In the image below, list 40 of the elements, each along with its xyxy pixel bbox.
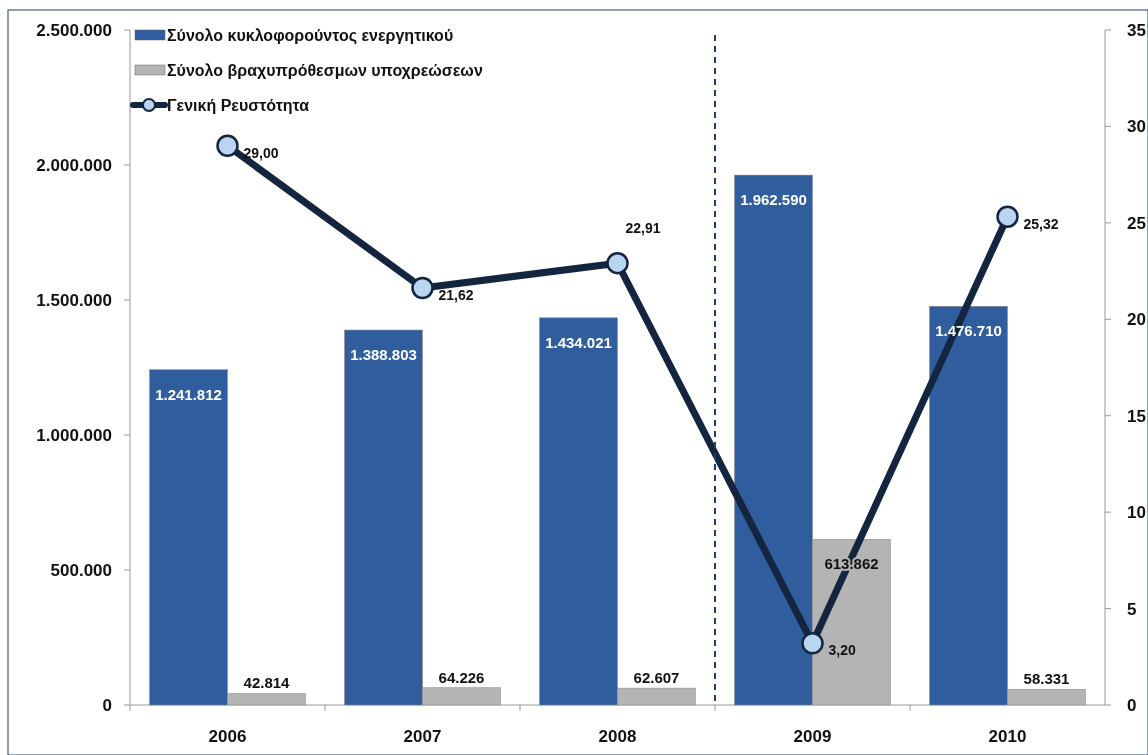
- data-label: 3,20: [828, 642, 856, 659]
- point: [216, 134, 239, 157]
- y2-tick-label: 10: [1127, 503, 1146, 523]
- y2-tick-label: 15: [1127, 406, 1146, 426]
- y-tick-label: 500.000: [50, 561, 112, 580]
- data-label: 25,32: [1023, 215, 1059, 232]
- point: [801, 632, 824, 655]
- data-label: 58.331: [1023, 670, 1070, 688]
- data-label: 1.962.590: [740, 191, 807, 209]
- data-label: 64.226: [438, 668, 485, 686]
- y-tick-label: 0: [102, 696, 112, 715]
- y2-tick-label: 30: [1127, 117, 1146, 137]
- data-label: 1.434.021: [545, 333, 612, 351]
- data-label: 1.476.710: [935, 322, 1002, 340]
- y-tick-label: 2.000.000: [36, 156, 112, 175]
- legend-label: Γενική Ρευστότητα: [167, 97, 310, 114]
- legend-label: Σύνολο κυκλοφορούντος ενεργητικού: [167, 27, 454, 45]
- y-tick-label: 2.500.000: [36, 21, 112, 40]
- y2-tick-label: 35: [1127, 21, 1146, 40]
- y2-tick-label: 25: [1127, 213, 1146, 233]
- y-tick-label: 1.000.000: [36, 426, 112, 445]
- point: [411, 276, 434, 300]
- data-label: 1.388.803: [350, 346, 417, 364]
- x-tick-label: 2010: [988, 727, 1027, 746]
- y2-tick-label: 5: [1127, 599, 1137, 619]
- data-label: 42.814: [243, 674, 291, 692]
- x-tick-label: 2008: [598, 727, 637, 746]
- point: [996, 205, 1019, 228]
- x-tick-label: 2007: [403, 727, 442, 746]
- data-label: 22,91: [625, 220, 661, 237]
- y2-tick-label: 20: [1127, 310, 1146, 330]
- x-tick-label: 2006: [208, 727, 247, 746]
- y-tick-label: 1.500.000: [36, 291, 112, 310]
- data-label: 21,62: [438, 287, 474, 304]
- legend-label: Σύνολο βραχυπρόθεσμων υποχρεώσεων: [167, 62, 483, 79]
- data-label: 1.241.812: [155, 385, 222, 403]
- x-tick-label: 2009: [793, 727, 832, 746]
- data-label: 62.607: [633, 669, 680, 687]
- point: [606, 251, 629, 275]
- y2-tick-label: 0: [1127, 696, 1137, 715]
